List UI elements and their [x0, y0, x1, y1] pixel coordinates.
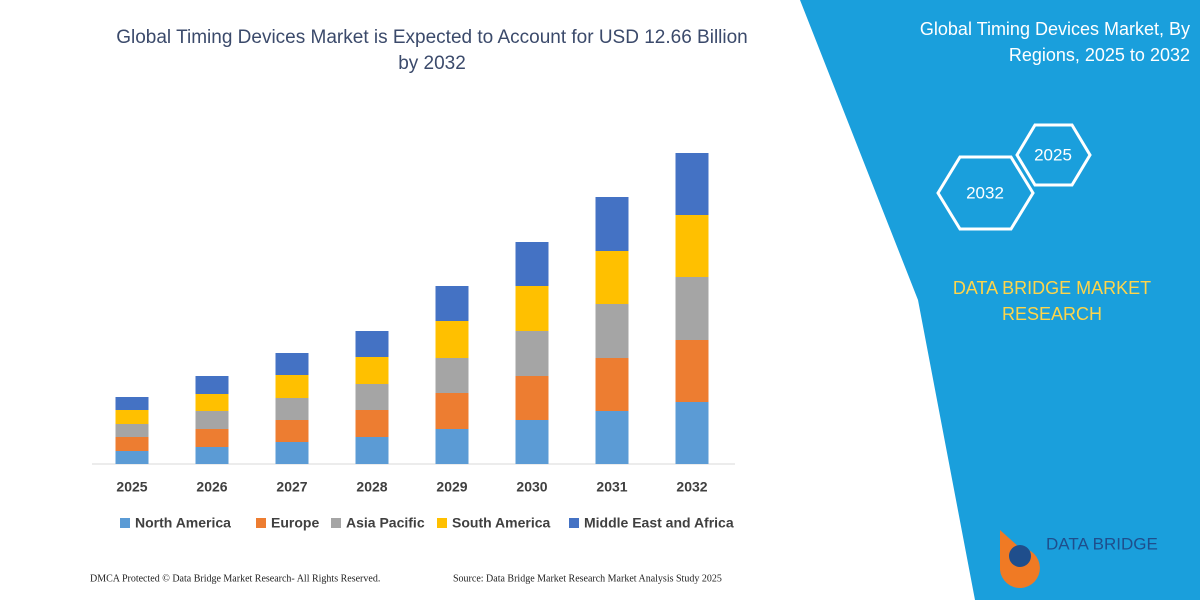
footer-text: DMCA Protected © Data Bridge Market Rese…	[90, 573, 380, 584]
bar-segment	[355, 410, 389, 437]
bar-segment	[595, 358, 629, 411]
bar-segment	[435, 286, 469, 321]
bar-segment	[515, 376, 549, 420]
bar-segment	[115, 451, 149, 464]
bar-segment	[595, 304, 629, 358]
bar-segment	[275, 420, 309, 442]
x-tick-label: 2030	[516, 479, 547, 495]
bar-segment	[115, 437, 149, 451]
bar-segment	[675, 277, 709, 340]
chart-title: Global Timing Devices Market is Expected…	[116, 27, 748, 48]
bar-segment	[275, 353, 309, 375]
bar-segment	[275, 398, 309, 420]
bar-segment	[275, 442, 309, 464]
bar-segment	[435, 429, 469, 464]
bar-segment	[195, 429, 229, 447]
bar-segment	[595, 251, 629, 304]
footer-text: Source: Data Bridge Market Research Mark…	[453, 573, 722, 584]
bar-segment	[595, 411, 629, 464]
hex-label: 2032	[966, 183, 1004, 202]
x-tick-label: 2028	[356, 479, 387, 495]
legend-swatch	[437, 518, 447, 528]
bar-segment	[515, 420, 549, 464]
chart-subtitle: by 2032	[398, 53, 466, 74]
bar-segment	[115, 424, 149, 437]
bar-segment	[195, 447, 229, 464]
legend-label: South America	[452, 515, 550, 531]
bar-segment	[675, 153, 709, 215]
logo-icon	[1009, 545, 1031, 567]
bar-segment	[435, 393, 469, 429]
bar-segment	[435, 358, 469, 393]
bar-segment	[595, 197, 629, 251]
bar-segment	[435, 321, 469, 358]
bar-segment	[355, 357, 389, 384]
bar-segment	[195, 394, 229, 411]
hexagon	[1015, 123, 1092, 187]
panel-title: Regions, 2025 to 2032	[1009, 45, 1190, 65]
hexagon	[936, 155, 1035, 231]
bar-segment	[515, 331, 549, 376]
bar-segment	[675, 340, 709, 402]
x-tick-label: 2029	[436, 479, 467, 495]
legend-swatch	[331, 518, 341, 528]
legend-swatch	[569, 518, 579, 528]
x-tick-label: 2031	[596, 479, 627, 495]
bar-segment	[115, 410, 149, 424]
bar-segment	[355, 331, 389, 357]
bar-segment	[515, 286, 549, 331]
legend-label: Europe	[271, 515, 319, 531]
hex-label: 2025	[1034, 145, 1072, 164]
bar-segment	[675, 215, 709, 277]
bar-segment	[355, 437, 389, 464]
legend-swatch	[120, 518, 130, 528]
panel-title: Global Timing Devices Market, By	[920, 19, 1190, 39]
x-tick-label: 2026	[196, 479, 227, 495]
legend-label: North America	[135, 515, 231, 531]
legend-label: Middle East and Africa	[584, 515, 734, 531]
bar-segment	[195, 411, 229, 429]
logo-text: DATA BRIDGE	[1046, 534, 1158, 553]
bar-segment	[515, 242, 549, 286]
x-tick-label: 2027	[276, 479, 307, 495]
legend-swatch	[256, 518, 266, 528]
blue-panel	[800, 0, 1200, 600]
bar-segment	[195, 376, 229, 394]
x-tick-label: 2032	[676, 479, 707, 495]
x-tick-label: 2025	[116, 479, 147, 495]
brand-text: RESEARCH	[1002, 304, 1102, 324]
brand-text: DATA BRIDGE MARKET	[953, 278, 1151, 298]
bar-segment	[115, 397, 149, 410]
legend-label: Asia Pacific	[346, 515, 425, 531]
bar-segment	[355, 384, 389, 410]
bar-segment	[675, 402, 709, 464]
bar-segment	[275, 375, 309, 398]
